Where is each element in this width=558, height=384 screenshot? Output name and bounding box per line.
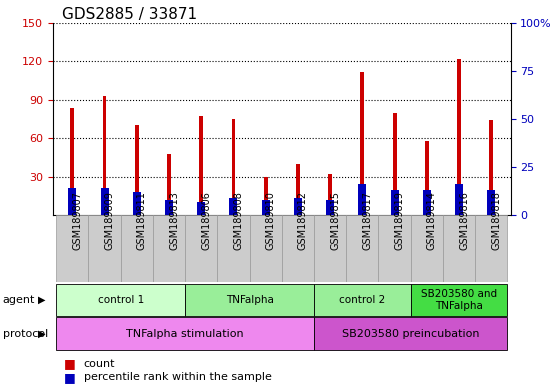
Bar [314,284,411,316]
Text: SB203580 preincubation: SB203580 preincubation [342,329,479,339]
Bar [165,200,173,215]
Text: TNFalpha stimulation: TNFalpha stimulation [126,329,244,339]
Text: ■: ■ [64,358,76,371]
Text: GSM189813: GSM189813 [169,191,179,250]
Text: GSM189807: GSM189807 [73,191,83,250]
Text: ■: ■ [64,371,76,384]
Bar [346,215,378,282]
Text: GSM189806: GSM189806 [201,191,211,250]
Bar [56,318,314,350]
Bar [455,184,463,215]
Bar [185,284,314,316]
Bar [153,215,185,282]
Bar [218,215,249,282]
Bar [457,59,461,215]
Bar [249,215,282,282]
Text: GSM189814: GSM189814 [427,191,437,250]
Bar [391,190,398,215]
Bar [135,126,139,215]
Bar [360,72,364,215]
Text: control 2: control 2 [339,295,386,305]
Bar [68,188,76,215]
Text: GDS2885 / 33871: GDS2885 / 33871 [62,7,198,22]
Text: GSM189815: GSM189815 [330,191,340,250]
Text: GSM189818: GSM189818 [491,191,501,250]
Text: GSM189809: GSM189809 [104,191,114,250]
Bar [411,215,443,282]
Bar [443,215,475,282]
Bar [294,198,302,215]
Bar [314,318,507,350]
Text: GSM189819: GSM189819 [395,191,405,250]
Text: ▶: ▶ [38,295,45,305]
Bar [314,215,346,282]
Text: SB203580 and
TNFalpha: SB203580 and TNFalpha [421,289,497,311]
Bar [70,108,74,215]
Bar [199,116,203,215]
Text: GSM189810: GSM189810 [266,191,276,250]
Bar [56,284,185,316]
Bar [393,113,397,215]
Bar [487,190,496,215]
Text: percentile rank within the sample: percentile rank within the sample [84,372,272,382]
Bar [296,164,300,215]
Bar [100,188,109,215]
Bar [425,141,429,215]
Bar [358,184,367,215]
Bar [167,154,171,215]
Text: control 1: control 1 [98,295,144,305]
Text: GSM189811: GSM189811 [137,191,147,250]
Bar [264,177,268,215]
Bar [282,215,314,282]
Bar [121,215,153,282]
Bar [89,215,121,282]
Bar [326,200,334,215]
Bar [229,198,238,215]
Bar [489,120,493,215]
Bar [197,202,205,215]
Bar [411,284,507,316]
Bar [262,200,270,215]
Bar [328,174,332,215]
Text: GSM189816: GSM189816 [459,191,469,250]
Text: GSM189808: GSM189808 [233,191,243,250]
Bar [232,119,235,215]
Text: GSM189812: GSM189812 [298,191,308,250]
Bar [185,215,218,282]
Bar [378,215,411,282]
Text: agent: agent [3,295,35,305]
Bar [423,190,431,215]
Bar [133,192,141,215]
Text: GSM189817: GSM189817 [362,191,372,250]
Bar [103,96,107,215]
Bar [475,215,507,282]
Bar [56,215,89,282]
Text: ▶: ▶ [38,329,45,339]
Text: count: count [84,359,115,369]
Text: TNFalpha: TNFalpha [225,295,273,305]
Text: protocol: protocol [3,329,48,339]
